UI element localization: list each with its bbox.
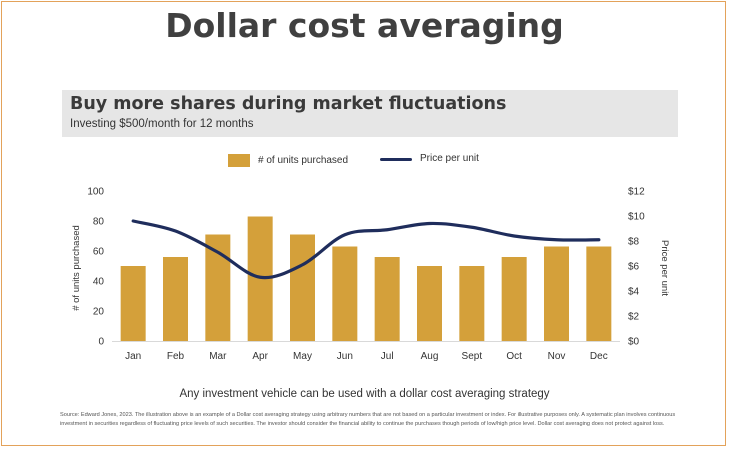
legend-label-price: Price per unit [420,153,479,164]
x-tick-label: Jul [381,351,394,362]
bar-jul [374,257,400,341]
bar-feb [163,257,188,341]
x-tick-label: Apr [252,351,268,362]
x-tick-label: Jan [125,351,141,362]
bar-nov [544,246,569,341]
bar-dec [586,246,612,341]
x-tick-label: Mar [209,351,227,362]
x-tick-label: May [293,351,312,362]
price-line [131,219,601,280]
y2-tick-label: $6 [628,262,640,273]
y2-tick-label: $4 [628,287,640,298]
y2-tick-label: $0 [628,337,640,348]
y-tick-label: 0 [98,337,104,348]
x-tick-label: Feb [167,351,185,362]
x-tick-label: Dec [590,351,608,362]
x-tick-label: Sept [462,351,483,362]
y2-tick-label: $8 [628,237,640,248]
page-title: Dollar cost averaging [165,6,564,45]
legend-swatch-units [228,154,250,167]
y2-tick-label: $2 [628,312,640,323]
chart-banner: Buy more shares during market fluctuatio… [62,90,678,137]
y-tick-label: 100 [87,187,104,198]
y2-axis-title: Price per unit [659,240,670,296]
bar-may [290,234,315,341]
bar-sept [459,266,485,341]
footer-note: Any investment vehicle can be used with … [179,388,550,400]
legend-label-units: # of units purchased [258,155,349,166]
x-tick-label: Jun [337,351,353,362]
y2-tick-label: $10 [628,212,645,223]
bar-oct [501,257,527,341]
y-tick-label: 20 [93,307,105,318]
bar-jun [332,246,358,341]
bar-jan [120,266,146,341]
y-tick-label: 60 [93,247,105,258]
chart-title: Buy more shares during market fluctuatio… [70,94,507,114]
source-note: Source: Edward Jones, 2023. The illustra… [60,412,676,427]
y-axis-title: # of units purchased [71,225,82,311]
x-tick-label: Nov [548,351,566,362]
x-tick-label: Aug [421,351,439,362]
y-tick-label: 80 [93,217,105,228]
legend-swatch-price [380,158,412,161]
chart-subtitle: Investing $500/month for 12 months [70,118,254,130]
x-tick-label: Oct [506,351,522,362]
bar-aug [417,266,442,341]
y2-tick-label: $12 [628,187,645,198]
y-tick-label: 40 [93,277,105,288]
